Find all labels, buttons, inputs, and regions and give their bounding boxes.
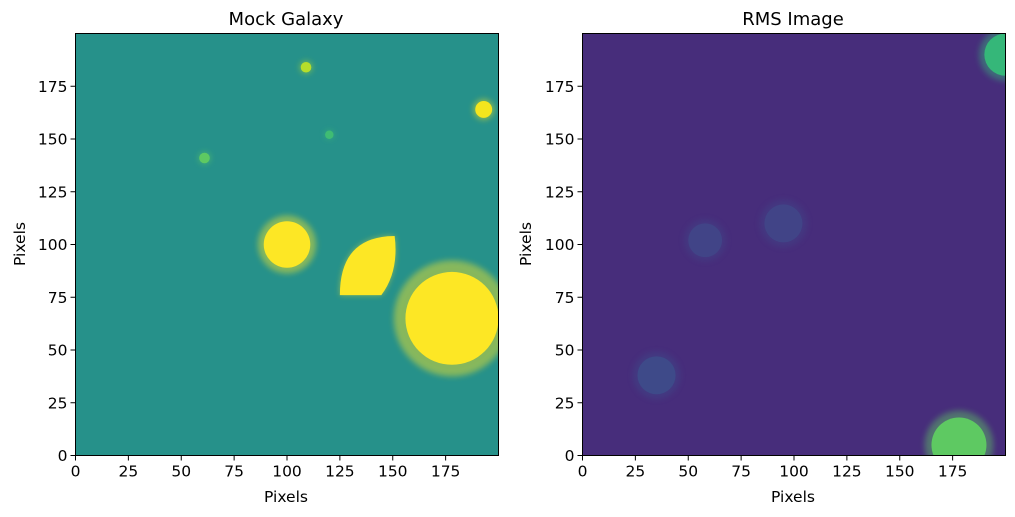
source-blob xyxy=(931,417,987,456)
x-tick-label: 50 xyxy=(171,463,191,481)
y-tick-label: 0 xyxy=(565,447,575,465)
x-tick-label: 100 xyxy=(272,463,302,481)
source-blob xyxy=(199,152,210,164)
x-ticks: 0 25 50 75 100 125 150 175 xyxy=(578,455,968,481)
y-tick-label: 125 xyxy=(545,183,575,201)
y-tick-label: 150 xyxy=(545,131,575,149)
source-blob xyxy=(984,33,1006,76)
panel-rms-image: RMS Image 0 25 50 75 100 125 150 175 0 25 50 75 100… xyxy=(517,9,1006,506)
x-tick-label: 150 xyxy=(378,463,408,481)
y-tick-label: 0 xyxy=(58,447,68,465)
source-blob xyxy=(405,271,499,365)
y-tick-label: 175 xyxy=(38,78,68,96)
source-blob xyxy=(300,61,312,73)
source-blob xyxy=(764,204,803,243)
x-ticks: 0 25 50 75 100 125 150 175 xyxy=(71,455,461,481)
y-ticks: 0 25 50 75 100 125 150 175 xyxy=(38,78,76,465)
y-tick-label: 75 xyxy=(48,289,68,307)
y-tick-label: 175 xyxy=(545,78,575,96)
y-tick-label: 125 xyxy=(38,183,68,201)
y-tick-label: 150 xyxy=(38,131,68,149)
y-tick-label: 100 xyxy=(38,236,68,254)
x-tick-label: 75 xyxy=(731,463,751,481)
y-tick-label: 25 xyxy=(48,394,68,412)
x-tick-label: 125 xyxy=(832,463,862,481)
x-axis-label: Pixels xyxy=(264,488,308,506)
chart-title: RMS Image xyxy=(742,9,844,30)
x-tick-label: 175 xyxy=(431,463,461,481)
x-tick-label: 75 xyxy=(224,463,244,481)
x-tick-label: 150 xyxy=(885,463,915,481)
y-axis-label: Pixels xyxy=(517,222,535,266)
chart-title: Mock Galaxy xyxy=(229,9,344,30)
x-tick-label: 0 xyxy=(578,463,588,481)
source-blob xyxy=(325,130,334,139)
source-blob xyxy=(475,101,493,118)
y-axis-label: Pixels xyxy=(11,222,29,266)
x-tick-label: 125 xyxy=(325,463,355,481)
x-tick-label: 25 xyxy=(119,463,139,481)
x-tick-label: 50 xyxy=(678,463,698,481)
source-blob xyxy=(339,236,396,296)
x-tick-label: 175 xyxy=(938,463,968,481)
x-axis-label: Pixels xyxy=(771,488,815,506)
x-tick-label: 100 xyxy=(779,463,809,481)
source-blob xyxy=(263,221,311,268)
image-area xyxy=(582,33,1006,456)
y-tick-label: 75 xyxy=(555,289,575,307)
x-tick-label: 25 xyxy=(626,463,646,481)
y-ticks: 0 25 50 75 100 125 150 175 xyxy=(545,78,583,465)
y-tick-label: 50 xyxy=(555,342,575,360)
y-tick-label: 100 xyxy=(545,236,575,254)
panel-mock-galaxy: Mock Galaxy 0 25 50 75 100 125 150 175 0 25 50 75 1… xyxy=(11,9,499,506)
source-blob xyxy=(688,223,723,258)
x-tick-label: 0 xyxy=(71,463,81,481)
image-area xyxy=(75,33,499,456)
source-blob xyxy=(637,356,676,395)
y-tick-label: 25 xyxy=(555,394,575,412)
y-tick-label: 50 xyxy=(48,342,68,360)
